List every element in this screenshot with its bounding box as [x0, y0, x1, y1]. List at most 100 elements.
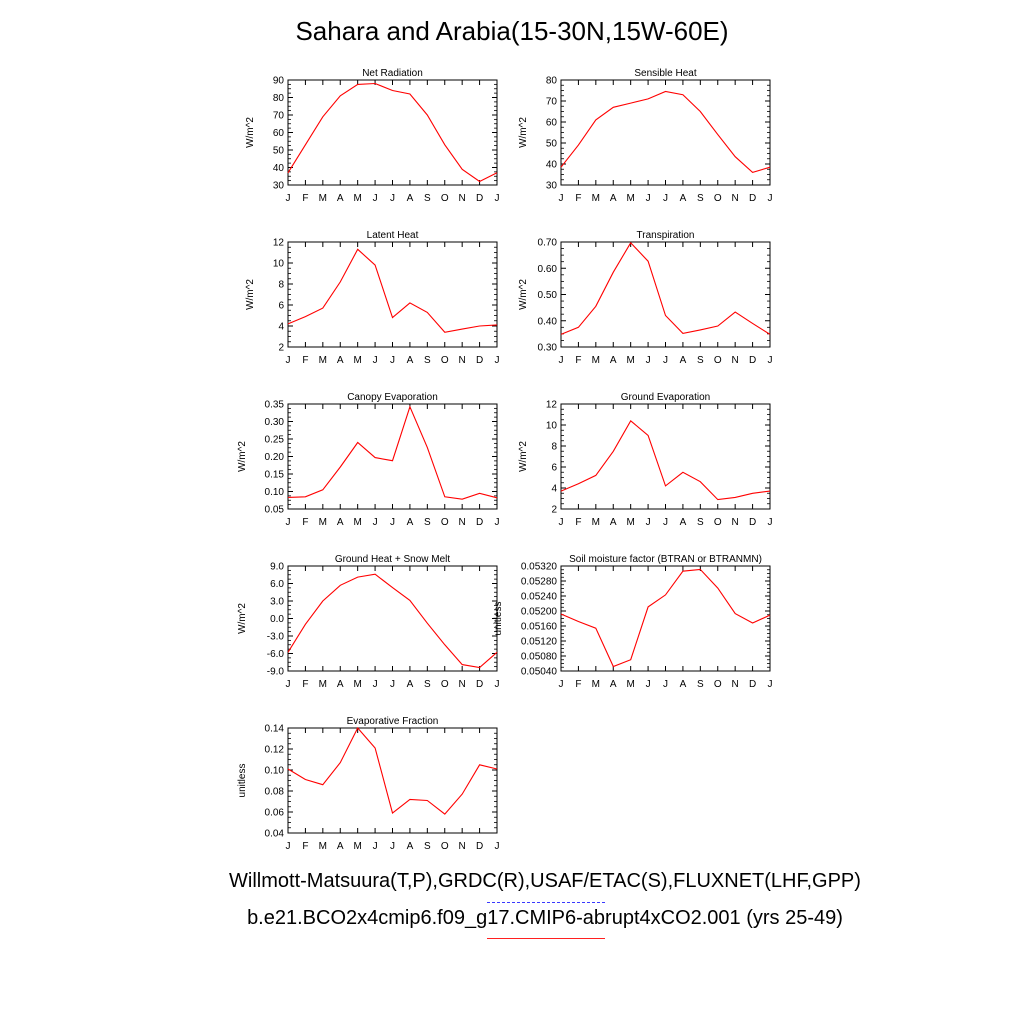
x-tick-label: O [714, 193, 722, 204]
x-tick-label: O [714, 679, 722, 690]
y-tick-label: 0.50 [538, 290, 558, 301]
y-tick-label: 30 [273, 181, 285, 192]
x-tick-label: F [302, 679, 308, 690]
x-tick-label: S [424, 841, 431, 852]
x-tick-label: J [286, 517, 291, 528]
x-tick-label: J [373, 355, 378, 366]
x-tick-label: N [732, 193, 739, 204]
plot-frame [560, 565, 771, 672]
legend-model-line-key [487, 938, 605, 939]
y-tick-label: -3.0 [267, 632, 285, 643]
y-tick-label: 6 [278, 301, 284, 312]
x-tick-label: M [626, 355, 634, 366]
series-line [560, 241, 771, 335]
panel-title: Ground Evaporation [621, 392, 711, 403]
panel-8: Soil moisture factor (BTRAN or BTRANMN) J… [493, 554, 773, 690]
y-tick-label: 0.05080 [521, 652, 558, 663]
x-tick-label: J [390, 193, 395, 204]
x-tick-label: J [559, 355, 564, 366]
x-tick-label: J [663, 355, 668, 366]
y-tick-label: 4 [278, 322, 284, 333]
x-tick-label: F [302, 193, 308, 204]
y-tick-label: 80 [546, 76, 558, 87]
x-tick-label: J [768, 355, 773, 366]
x-tick-label: M [353, 355, 361, 366]
x-tick-label: M [319, 517, 327, 528]
x-tick-label: N [459, 841, 466, 852]
legend-observations: Willmott-Matsuura(T,P),GRDC(R),USAF/ETAC… [229, 870, 861, 892]
x-tick-label: J [373, 679, 378, 690]
x-tick-label: J [646, 679, 651, 690]
y-tick-label: -6.0 [267, 649, 285, 660]
x-tick-label: M [626, 679, 634, 690]
x-tick-label: S [424, 193, 431, 204]
x-tick-label: F [575, 517, 581, 528]
panel-title: Transpiration [637, 230, 695, 241]
x-tick-label: D [749, 193, 756, 204]
series-line [560, 568, 771, 668]
x-tick-label: J [559, 517, 564, 528]
x-tick-label: J [495, 679, 500, 690]
y-tick-label: 12 [273, 238, 285, 249]
legend-model-run: b.e21.BCO2x4cmip6.f09_g17.CMIP6-abrupt4x… [247, 907, 843, 929]
x-tick-label: D [476, 841, 483, 852]
x-tick-label: S [697, 517, 704, 528]
x-tick-label: J [286, 193, 291, 204]
y-tick-label: 40 [273, 163, 285, 174]
x-tick-label: S [697, 679, 704, 690]
x-tick-label: J [768, 679, 773, 690]
y-tick-label: 0.0 [270, 614, 284, 625]
series-line [287, 82, 498, 183]
x-tick-label: J [495, 517, 500, 528]
x-tick-label: J [663, 679, 668, 690]
x-tick-label: F [575, 355, 581, 366]
x-tick-label: D [476, 193, 483, 204]
y-axis-label: W/m^2 [518, 441, 529, 472]
x-tick-label: N [459, 193, 466, 204]
x-tick-label: A [680, 193, 687, 204]
y-tick-label: 6 [551, 463, 557, 474]
y-tick-label: 2 [551, 505, 557, 516]
x-tick-label: D [749, 517, 756, 528]
y-tick-label: 80 [273, 93, 285, 104]
y-tick-label: 60 [546, 118, 558, 129]
y-tick-label: 60 [273, 128, 285, 139]
y-tick-label: 0.12 [265, 745, 285, 756]
x-tick-label: O [441, 193, 449, 204]
y-tick-label: 70 [273, 111, 285, 122]
series-line [560, 419, 771, 501]
plot-frame [287, 403, 498, 510]
series-line [287, 727, 498, 815]
x-tick-label: A [337, 679, 344, 690]
x-tick-label: D [749, 679, 756, 690]
panel-title: Latent Heat [367, 230, 419, 241]
x-tick-label: J [390, 355, 395, 366]
series-line [287, 573, 498, 669]
x-tick-label: M [319, 679, 327, 690]
x-tick-label: S [697, 193, 704, 204]
x-tick-label: S [424, 517, 431, 528]
x-tick-label: A [337, 841, 344, 852]
y-tick-label: 0.05240 [521, 592, 558, 603]
y-tick-label: 10 [273, 259, 285, 270]
panel-title: Net Radiation [362, 68, 423, 79]
y-tick-label: 0.10 [265, 766, 285, 777]
plot-frame [560, 79, 771, 186]
x-tick-label: D [476, 679, 483, 690]
y-tick-label: 0.15 [265, 470, 285, 481]
x-tick-label: M [353, 679, 361, 690]
x-tick-label: M [592, 517, 600, 528]
x-tick-label: M [592, 679, 600, 690]
x-tick-label: D [476, 517, 483, 528]
x-tick-label: N [459, 355, 466, 366]
x-tick-label: A [407, 517, 414, 528]
y-tick-label: 0.05320 [521, 562, 558, 573]
panel-title: Ground Heat + Snow Melt [335, 554, 451, 565]
x-tick-label: A [610, 355, 617, 366]
y-axis-label: W/m^2 [245, 279, 256, 310]
y-tick-label: 8 [551, 442, 557, 453]
y-tick-label: 0.05 [265, 505, 285, 516]
